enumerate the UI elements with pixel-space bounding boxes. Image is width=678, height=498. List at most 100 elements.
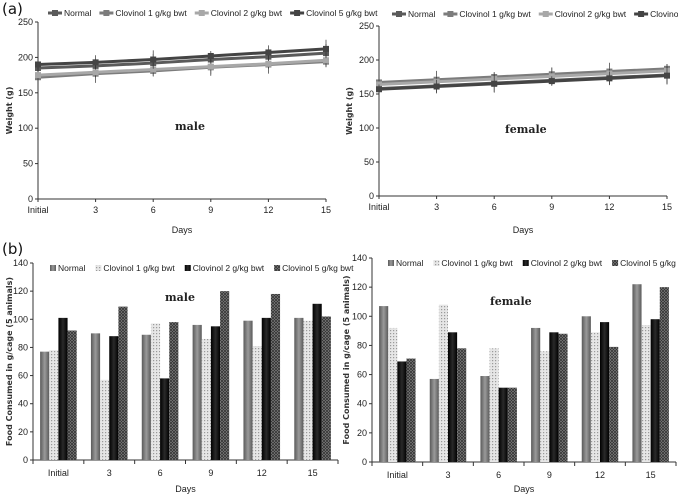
x-tick-label: 6: [158, 468, 163, 478]
y-tick-label: 120: [352, 282, 367, 292]
data-point: [376, 86, 382, 93]
y-tick-label: 100: [18, 123, 33, 133]
legend-label: Clovinol 2 g/kg bwt: [193, 263, 265, 273]
series-line: [378, 67, 668, 84]
bar: [388, 327, 398, 462]
legend-marker: [542, 11, 549, 17]
legend-marker: [447, 11, 454, 17]
bar: [600, 322, 610, 462]
bar: [67, 330, 77, 460]
legend-swatch: [612, 260, 619, 266]
data-point: [207, 63, 214, 70]
y-tick-label: 150: [359, 89, 374, 99]
y-tick-label: 50: [364, 157, 374, 167]
series-clovinol-5-g-kg-bwt: [406, 287, 669, 462]
chart-3: 0 20 40 60 80 100 120 140 Initial 3 6 9 12 15 Normal Cl…: [5, 258, 354, 494]
bar: [549, 332, 559, 462]
bar: [321, 316, 331, 460]
bar: [100, 379, 110, 460]
legend-label: Clovinol 1 g/kg bwt: [103, 263, 175, 273]
legend-label: Clovinol 5 g/kg bwt: [620, 258, 678, 268]
legend-marker: [103, 10, 110, 16]
bar: [294, 317, 304, 460]
panel-label-b: (b): [2, 240, 23, 258]
chart-2: 0 50 100 150 200 250 Initial 3 6 9 12 15 Normal Clovi…: [345, 9, 678, 235]
legend-label: Clovinol 1 g/kg bwt: [441, 258, 513, 268]
series-clovinol-1-g-kg-bwt: [388, 304, 651, 462]
x-tick-label: Initial: [48, 468, 69, 478]
y-tick-label: 200: [359, 55, 374, 65]
bar: [659, 287, 669, 462]
bar: [160, 378, 170, 460]
chart-1: 0 50 100 150 200 250 Initial 3 6 9 12 15 Normal Clovi…: [5, 8, 378, 235]
x-tick-label: 3: [445, 470, 450, 480]
y-tick-label: 250: [18, 17, 33, 27]
legend-label: Clovinol 2 g/kg bwt: [555, 9, 627, 19]
bar: [457, 348, 467, 462]
bar: [192, 324, 202, 460]
legend-marker: [52, 10, 58, 16]
bar: [58, 317, 68, 460]
x-tick-label: 9: [208, 468, 213, 478]
data-point: [548, 78, 555, 85]
data-point: [323, 57, 329, 64]
panel-label-a: (a): [2, 0, 23, 18]
bar: [480, 376, 490, 462]
x-tick-label: 6: [492, 202, 497, 212]
bar: [507, 387, 517, 462]
bar: [429, 378, 439, 462]
x-axis-label: Days: [172, 225, 193, 235]
y-axis-label: Weight (g): [5, 87, 14, 135]
y-axis-label: Weight (g): [345, 87, 354, 135]
x-tick-label: 12: [257, 468, 267, 478]
legend-label: Normal: [408, 9, 436, 19]
legend-swatch: [184, 265, 191, 271]
series-clovinol-5-g-kg-bwt: [35, 39, 329, 70]
x-axis-label: Days: [175, 484, 196, 494]
y-tick-label: 120: [13, 286, 28, 296]
x-axis-label: Days: [514, 484, 535, 494]
x-tick-label: 3: [107, 468, 112, 478]
x-tick-label: 6: [151, 205, 156, 215]
bar: [210, 326, 221, 460]
legend-label: Normal: [64, 8, 92, 18]
x-tick-label: 15: [646, 470, 656, 480]
y-tick-label: 100: [359, 123, 374, 133]
bar: [590, 332, 600, 462]
y-tick-label: 80: [18, 342, 28, 352]
legend-label: Clovinol 2 g/kg bwt: [211, 8, 283, 18]
data-point: [265, 60, 272, 67]
y-tick-label: 100: [352, 311, 367, 321]
bar: [406, 358, 416, 462]
bar: [270, 293, 281, 460]
legend-swatch: [522, 260, 529, 266]
x-tick-label: 15: [308, 468, 318, 478]
bar: [609, 346, 619, 462]
series-line: [37, 51, 327, 70]
bar: [109, 336, 119, 460]
y-tick-label: 250: [359, 21, 374, 31]
x-tick-label: 15: [662, 202, 672, 212]
x-tick-label: 9: [208, 205, 213, 215]
series-line: [378, 69, 668, 86]
data-point: [323, 45, 329, 52]
chart-annotation: male: [165, 291, 195, 304]
x-tick-label: 9: [547, 470, 552, 480]
series-clovinol-1-g-kg-bwt: [49, 320, 313, 460]
bar: [448, 332, 458, 462]
y-tick-label: 0: [28, 194, 33, 204]
series-clovinol-2-g-kg-bwt: [58, 303, 322, 460]
bar: [558, 333, 568, 462]
y-tick-label: 0: [369, 191, 374, 201]
bar: [540, 351, 550, 462]
x-tick-label: Initial: [387, 470, 408, 480]
bar: [498, 387, 508, 462]
legend-label: Clovinol 5 g/kg bwt: [306, 8, 378, 18]
data-point: [664, 72, 670, 79]
x-tick-label: 3: [434, 202, 439, 212]
legend-marker: [638, 11, 645, 17]
data-point: [92, 59, 99, 66]
series-clovinol-2-g-kg-bwt: [397, 319, 660, 462]
legend-swatch: [388, 260, 394, 266]
